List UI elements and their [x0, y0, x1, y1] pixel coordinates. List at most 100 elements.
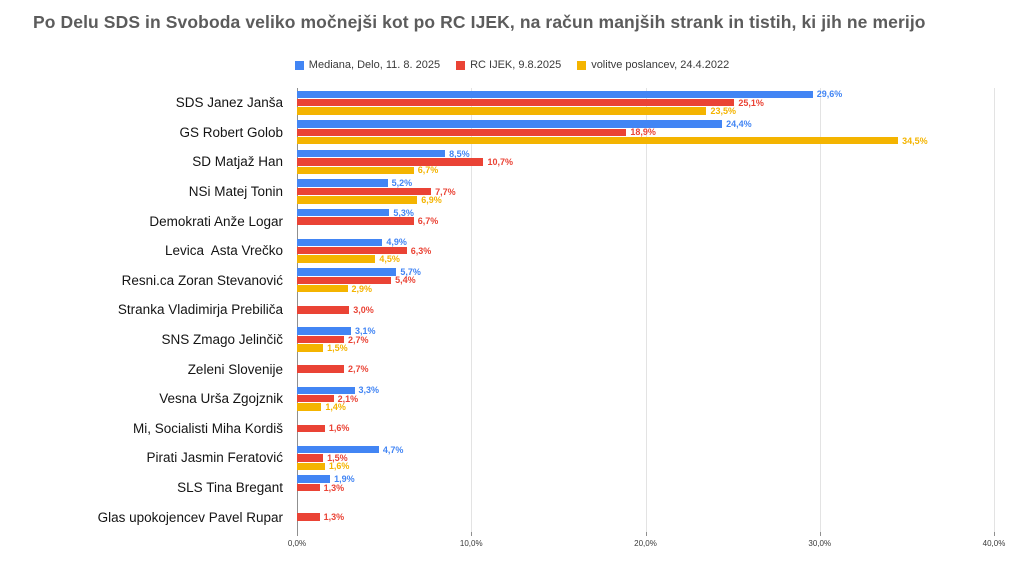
gridline	[645, 88, 647, 532]
bar-track: 23,5%	[297, 106, 994, 117]
data-bar-value-label: 6,9%	[421, 194, 442, 205]
gridline	[471, 88, 473, 532]
legend-swatch-icon	[577, 60, 587, 70]
data-bar-value-label: 18,9%	[630, 127, 656, 138]
bar-track: 2,7%	[297, 334, 994, 345]
data-bar-value-label: 1,6%	[328, 461, 350, 472]
bar-track: 1,6%	[297, 461, 994, 472]
data-bar-value-label: 2,9%	[351, 283, 373, 294]
category-label: Levica Asta Vrečko	[164, 243, 283, 259]
axis-tick-label: 30,0%	[808, 539, 832, 548]
category-label: Stranka Vladimirja Prebiliča	[117, 302, 283, 318]
bar-track	[297, 522, 994, 529]
category-label: Vesna Urša Zgojznik	[159, 391, 283, 407]
data-bar	[297, 513, 320, 521]
bar-track: 4,7%	[297, 444, 994, 455]
data-bar	[297, 386, 355, 395]
bar-track	[297, 416, 994, 423]
data-bar	[297, 238, 383, 247]
data-bar	[297, 128, 627, 137]
plot-area: 0,0% 10,0% 20,0% 30,0% 40,0% 29,6% 25,1% 23,5% 2…	[288, 88, 1005, 548]
legend-label: Mediana, Delo, 11. 8. 2025	[308, 59, 441, 71]
category-label: Zeleni Slovenije	[187, 361, 283, 377]
bar-group-row: 2,7%	[297, 354, 994, 384]
bar-group-row: 1,3%	[297, 502, 994, 532]
data-bar-value-label: 3,1%	[355, 326, 376, 337]
data-bar	[297, 475, 331, 483]
bar-track	[297, 433, 994, 440]
data-bar-value-label: 4,9%	[386, 237, 407, 248]
axis-tick	[819, 532, 821, 536]
bar-track: 29,6%	[297, 89, 994, 100]
bar-group-row: 4,9% 6,3% 4,5%	[297, 236, 994, 266]
data-bar	[297, 255, 376, 263]
bar-track: 1,5%	[297, 343, 994, 353]
bar-track: 6,7%	[297, 165, 994, 175]
data-bar-value-label: 34,5%	[902, 135, 928, 146]
bar-track: 10,7%	[297, 157, 994, 167]
data-bar-value-label: 29,6%	[816, 89, 843, 100]
axis-tick-label: 10,0%	[459, 539, 483, 548]
data-bar-value-label: 1,5%	[327, 452, 348, 463]
data-bar-value-label: 8,5%	[449, 148, 470, 159]
bar-track: 6,9%	[297, 194, 994, 205]
data-bar-value-label: 5,3%	[393, 207, 414, 218]
data-bar-value-label: 5,7%	[400, 266, 421, 277]
bar-track: 5,3%	[297, 207, 994, 218]
legend-item-1: RC IJEK, 9.8.2025	[456, 59, 561, 71]
bar-group-row: 29,6% 25,1% 23,5%	[297, 88, 994, 118]
axis-tick	[645, 532, 647, 536]
category-label: Resni.ca Zoran Stevanović	[121, 272, 283, 288]
data-bar	[297, 137, 899, 145]
data-bar-value-label: 2,7%	[348, 364, 369, 375]
bar-track	[297, 357, 994, 364]
data-bar-value-label: 2,7%	[348, 334, 369, 345]
bar-track	[297, 298, 994, 305]
axis-tick-label: 20,0%	[634, 539, 657, 548]
category-axis-labels: SDS Janez Janša GS Robert Golob SD Matjaž …	[0, 88, 290, 532]
bar-group-row: 5,3% 6,7%	[297, 206, 994, 236]
bar-track: 3,3%	[297, 385, 994, 395]
gridline	[994, 88, 995, 532]
data-bar-value-label: 25,1%	[738, 97, 764, 108]
bar-track	[297, 315, 994, 322]
data-bar-value-label: 7,7%	[435, 186, 456, 197]
data-bar	[297, 285, 348, 293]
category-label: Glas upokojencev Pavel Rupar	[97, 509, 283, 525]
data-bar-value-label: 2,1%	[337, 393, 359, 404]
data-bar	[297, 395, 334, 403]
bar-track: 34,5%	[297, 135, 994, 146]
data-bar-value-label: 6,3%	[410, 245, 432, 256]
axis-tick	[297, 532, 298, 536]
bar-track: 25,1%	[297, 97, 994, 108]
bar-track: 5,4%	[297, 275, 994, 285]
data-bar-value-label: 1,3%	[323, 482, 345, 493]
data-bar-value-label: 6,7%	[417, 216, 439, 227]
gridline	[819, 88, 821, 532]
bar-track: 18,9%	[297, 127, 994, 138]
bar-track: 2,1%	[297, 393, 994, 404]
data-bar	[297, 462, 325, 470]
bar-track: 2,7%	[297, 364, 994, 375]
data-bar	[297, 179, 388, 187]
axis-tick	[994, 532, 995, 536]
bar-track: 4,5%	[297, 254, 994, 264]
bar-track	[297, 226, 994, 233]
data-bar-value-label: 4,7%	[382, 444, 404, 455]
axis-tick-label: 40,0%	[982, 539, 1006, 548]
category-label: Mi, Socialisti Miha Kordiš	[132, 420, 283, 436]
bar-track: 1,4%	[297, 402, 994, 412]
data-bar	[297, 247, 407, 255]
data-bar	[297, 120, 723, 128]
legend-swatch-icon	[456, 60, 466, 70]
data-bar-value-label: 23,5%	[710, 106, 737, 117]
data-bar	[297, 209, 390, 217]
data-bar-value-label: 5,2%	[391, 178, 413, 189]
data-bar-value-label: 1,6%	[328, 423, 350, 434]
legend-swatch-icon	[294, 60, 304, 70]
bar-group-row: 5,7% 5,4% 2,9%	[297, 266, 994, 296]
legend-label: RC IJEK, 9.8.2025	[470, 59, 562, 71]
bar-track	[297, 505, 994, 512]
bar-track: 1,3%	[297, 482, 994, 493]
